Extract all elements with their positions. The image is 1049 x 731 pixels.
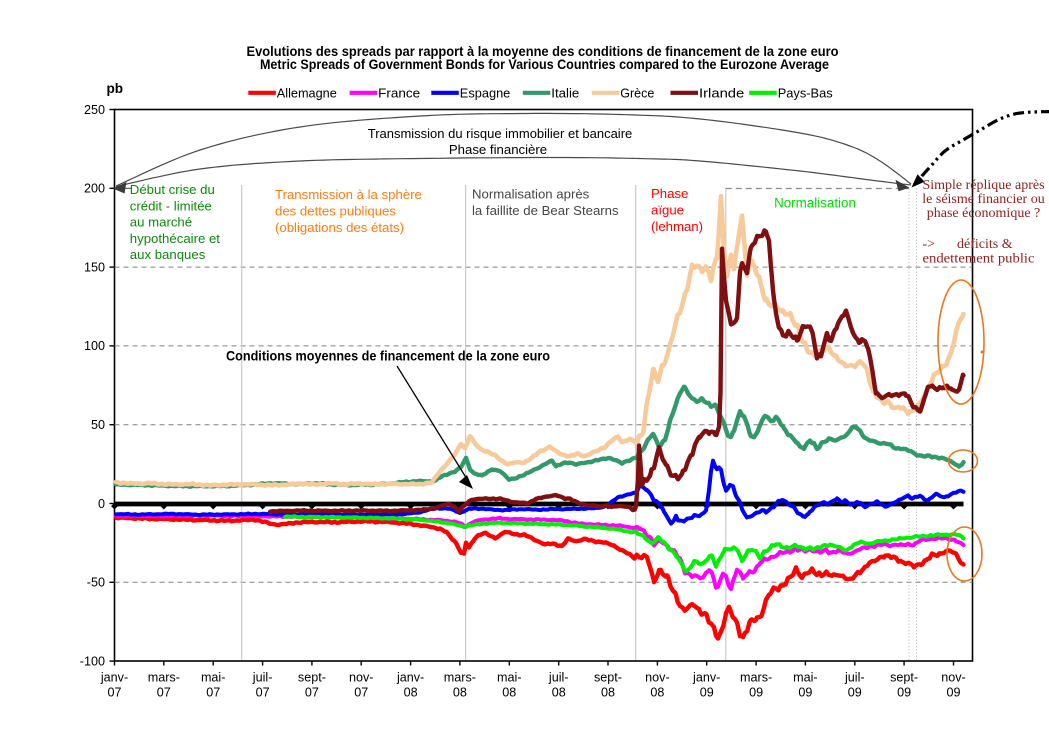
svg-text:09: 09 <box>700 686 714 700</box>
svg-text:(obligations des états): (obligations des états) <box>275 220 404 235</box>
svg-text:hypothécaire et: hypothécaire et <box>130 231 221 246</box>
svg-text:Transmission du risque immobil: Transmission du risque immobilier et ban… <box>368 126 633 141</box>
svg-text:Grèce: Grèce <box>620 85 654 100</box>
svg-text:Normalisation après: Normalisation après <box>472 187 590 202</box>
svg-text:200: 200 <box>84 182 105 196</box>
svg-text:au marché: au marché <box>130 215 192 230</box>
svg-text:juil-: juil- <box>252 671 273 685</box>
svg-text:09: 09 <box>897 686 911 700</box>
svg-text:07: 07 <box>305 686 319 700</box>
svg-text:07: 07 <box>107 686 121 700</box>
svg-text:sept-: sept- <box>594 671 622 685</box>
svg-text:aux banques: aux banques <box>130 247 206 262</box>
svg-text:Début crise du: Début crise du <box>130 182 215 197</box>
svg-text:janv-: janv- <box>100 671 128 685</box>
svg-text:sept-: sept- <box>298 671 326 685</box>
svg-text:la faillite de Bear Stearns: la faillite de Bear Stearns <box>472 203 619 218</box>
svg-text:nov-: nov- <box>941 671 966 685</box>
svg-text:08: 08 <box>404 686 418 700</box>
svg-text:mai-: mai- <box>793 671 818 685</box>
svg-text:juil-: juil- <box>548 671 569 685</box>
svg-text:nov-: nov- <box>349 671 374 685</box>
svg-text:pb: pb <box>107 81 124 96</box>
svg-text:crédit - limitée: crédit - limitée <box>130 198 212 213</box>
svg-text:08: 08 <box>601 686 615 700</box>
svg-text:sept-: sept- <box>890 671 918 685</box>
svg-text:150: 150 <box>84 260 105 274</box>
svg-text:(lehman): (lehman) <box>651 219 703 234</box>
svg-text:07: 07 <box>354 686 368 700</box>
svg-text:09: 09 <box>798 686 812 700</box>
svg-text:nov-: nov- <box>645 671 670 685</box>
svg-text:Evolutions des spreads par rap: Evolutions des spreads par rapport à la … <box>247 44 839 59</box>
svg-text:mars-: mars- <box>740 671 772 685</box>
svg-text:09: 09 <box>848 686 862 700</box>
svg-text:phase économique ?: phase économique ? <box>927 206 1041 221</box>
svg-text:mai-: mai- <box>497 671 522 685</box>
svg-text:09: 09 <box>946 686 960 700</box>
svg-text:Allemagne: Allemagne <box>277 85 337 100</box>
svg-text:-50: -50 <box>87 576 105 590</box>
svg-text:janv-: janv- <box>692 671 720 685</box>
svg-text:08: 08 <box>650 686 664 700</box>
svg-text:des dettes publiques: des dettes publiques <box>275 204 396 219</box>
svg-text:100: 100 <box>84 339 105 353</box>
svg-text:Italie: Italie <box>551 85 579 100</box>
svg-text:Pays-Bas: Pays-Bas <box>778 85 833 100</box>
svg-text:-100: -100 <box>80 654 105 668</box>
svg-text:mars-: mars- <box>148 671 180 685</box>
svg-text:Irlande: Irlande <box>699 85 744 100</box>
svg-text:250: 250 <box>84 103 105 117</box>
svg-text:Phase financière: Phase financière <box>449 142 547 157</box>
svg-text:janv-: janv- <box>396 671 424 685</box>
svg-text:Espagne: Espagne <box>460 85 511 100</box>
svg-text:aïgue: aïgue <box>651 203 684 218</box>
svg-text:Normalisation: Normalisation <box>774 196 856 211</box>
svg-text:le séisme financier ou: le séisme financier ou <box>922 192 1044 207</box>
svg-text:07: 07 <box>206 686 220 700</box>
svg-text:Simple réplique après: Simple réplique après <box>922 178 1044 193</box>
svg-text:mai-: mai- <box>201 671 226 685</box>
svg-text:Metric Spreads of Government B: Metric Spreads of Government Bonds for V… <box>260 57 829 72</box>
svg-text:Transmission à la sphère: Transmission à la sphère <box>275 187 422 202</box>
svg-text:mars-: mars- <box>444 671 476 685</box>
svg-text:juil-: juil- <box>844 671 865 685</box>
svg-text:07: 07 <box>157 686 171 700</box>
svg-text:déficits &: déficits & <box>957 237 1013 252</box>
svg-text:France: France <box>378 85 420 100</box>
svg-text:08: 08 <box>552 686 566 700</box>
svg-text:07: 07 <box>256 686 270 700</box>
svg-text:Phase: Phase <box>651 186 688 201</box>
svg-text:endettement public: endettement public <box>923 251 1035 266</box>
svg-text:->: -> <box>923 237 936 252</box>
svg-text:0: 0 <box>98 497 105 511</box>
svg-text:08: 08 <box>453 686 467 700</box>
svg-text:Conditions moyennes de finance: Conditions moyennes de financement de la… <box>226 348 550 364</box>
svg-text:08: 08 <box>502 686 516 700</box>
svg-text:09: 09 <box>749 686 763 700</box>
svg-text:50: 50 <box>91 418 105 432</box>
